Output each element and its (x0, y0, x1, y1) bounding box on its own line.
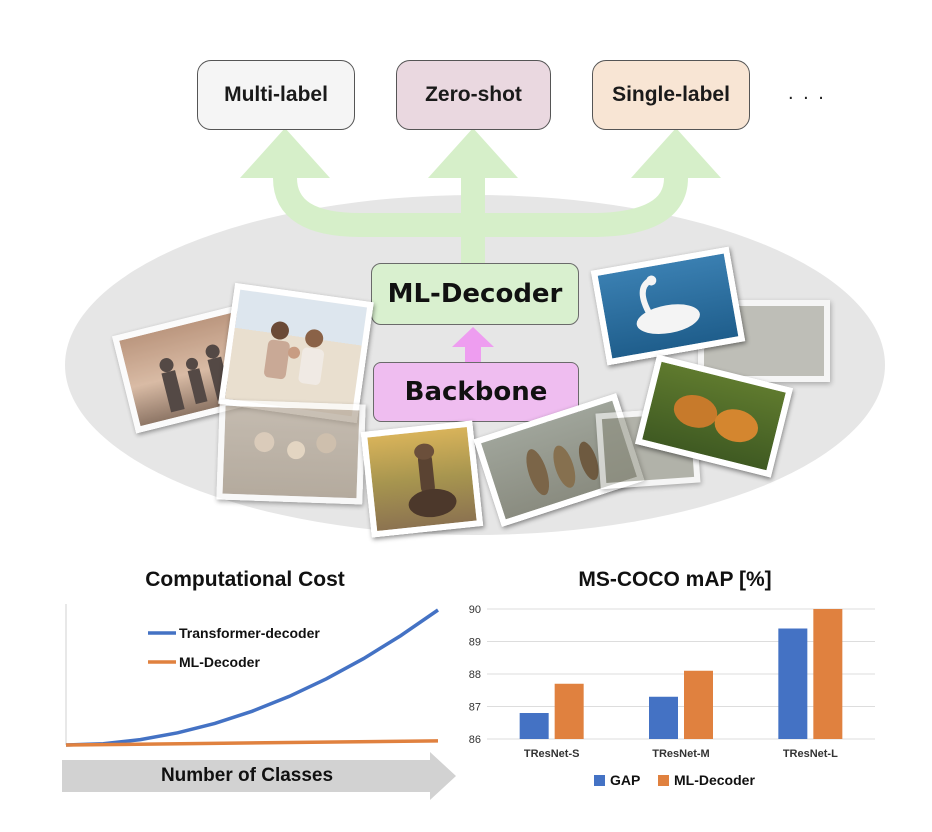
task-zero-shot: Zero-shot (396, 60, 551, 130)
legend-swatch-ml-decoder-bar (658, 775, 669, 786)
arrowhead-single-label (631, 128, 721, 178)
tiger-icon (673, 394, 759, 443)
x-tick-label: TResNet-M (652, 748, 709, 760)
bar-y-ticks: 86 87 88 89 90 (469, 604, 481, 746)
photo-llama (360, 420, 484, 538)
legend-label-ml-decoder: ML-Decoder (179, 654, 260, 670)
bar-chart-title: MS-COCO mAP [%] (578, 568, 772, 591)
cost-chart-title: Computational Cost (145, 568, 345, 591)
ml-decoder-label: ML-Decoder (387, 279, 563, 309)
bar-ml-decoder-tresnet-m (684, 670, 713, 739)
y-tick-label: 90 (469, 604, 481, 616)
legend-label-transformer-decoder: Transformer-decoder (179, 625, 320, 641)
y-tick-label: 88 (469, 669, 481, 681)
series-line-transformer-decoder (65, 608, 439, 747)
bar-gridlines (487, 608, 875, 740)
task-single-label-text: Single-label (612, 83, 730, 106)
legend-swatch-gap (594, 775, 605, 786)
people-icon (264, 321, 325, 385)
task-single-label: Single-label (592, 60, 750, 130)
bar-ml-decoder-tresnet-l (813, 609, 843, 739)
arrowhead-multi-label (240, 128, 330, 178)
pink-arrow (452, 327, 494, 363)
cost-x-axis-label: Number of Classes (160, 765, 334, 786)
y-tick-label: 87 (469, 702, 481, 714)
legend-label-gap: GAP (610, 772, 640, 788)
photo-family-sofa (216, 399, 366, 505)
series-line-ml-decoder (65, 739, 439, 747)
arrowhead-zero-shot (428, 128, 518, 178)
llama-icon (408, 443, 457, 518)
y-tick-label: 89 (469, 637, 481, 649)
swan-icon (636, 275, 700, 335)
x-axis-arrow (62, 752, 456, 800)
x-tick-label: TResNet-S (524, 748, 580, 760)
photo-meerkats (473, 393, 645, 527)
green-arrowheads (240, 128, 721, 178)
ml-decoder-box: ML-Decoder (371, 263, 579, 325)
bar-marks (519, 609, 843, 739)
backbone-box: Backbone (373, 362, 579, 422)
more-tasks-ellipsis: . . . (788, 82, 826, 104)
bar-gap-tresnet-l (778, 628, 808, 739)
cost-chart: Transformer-decoder ML-Decoder (65, 604, 439, 747)
legend-label-ml-decoder-bar: ML-Decoder (674, 772, 755, 788)
bar-gap-tresnet-s (519, 713, 549, 739)
bar-legend: GAP ML-Decoder (594, 772, 755, 788)
task-multi-label-text: Multi-label (224, 83, 328, 106)
y-tick-label: 86 (469, 734, 481, 746)
green-split-arrows (273, 177, 688, 265)
task-multi-label: Multi-label (197, 60, 355, 130)
bar-ml-decoder-tresnet-s (554, 683, 584, 739)
meerkat-icon (526, 441, 599, 496)
x-tick-label: TResNet-L (783, 748, 838, 760)
map-bar-chart: 86 87 88 89 90 TResNet-S TResNet-M TResNet-L G… (469, 604, 875, 788)
backbone-label: Backbone (404, 377, 548, 407)
photo-tigers (634, 354, 794, 478)
group-icon (254, 432, 337, 460)
bar-x-labels: TResNet-S TResNet-M TResNet-L (524, 748, 838, 760)
bar-gap-tresnet-m (649, 696, 678, 739)
task-zero-shot-text: Zero-shot (425, 83, 522, 106)
photo-swan (590, 246, 746, 366)
photo-family-beach (218, 282, 374, 424)
